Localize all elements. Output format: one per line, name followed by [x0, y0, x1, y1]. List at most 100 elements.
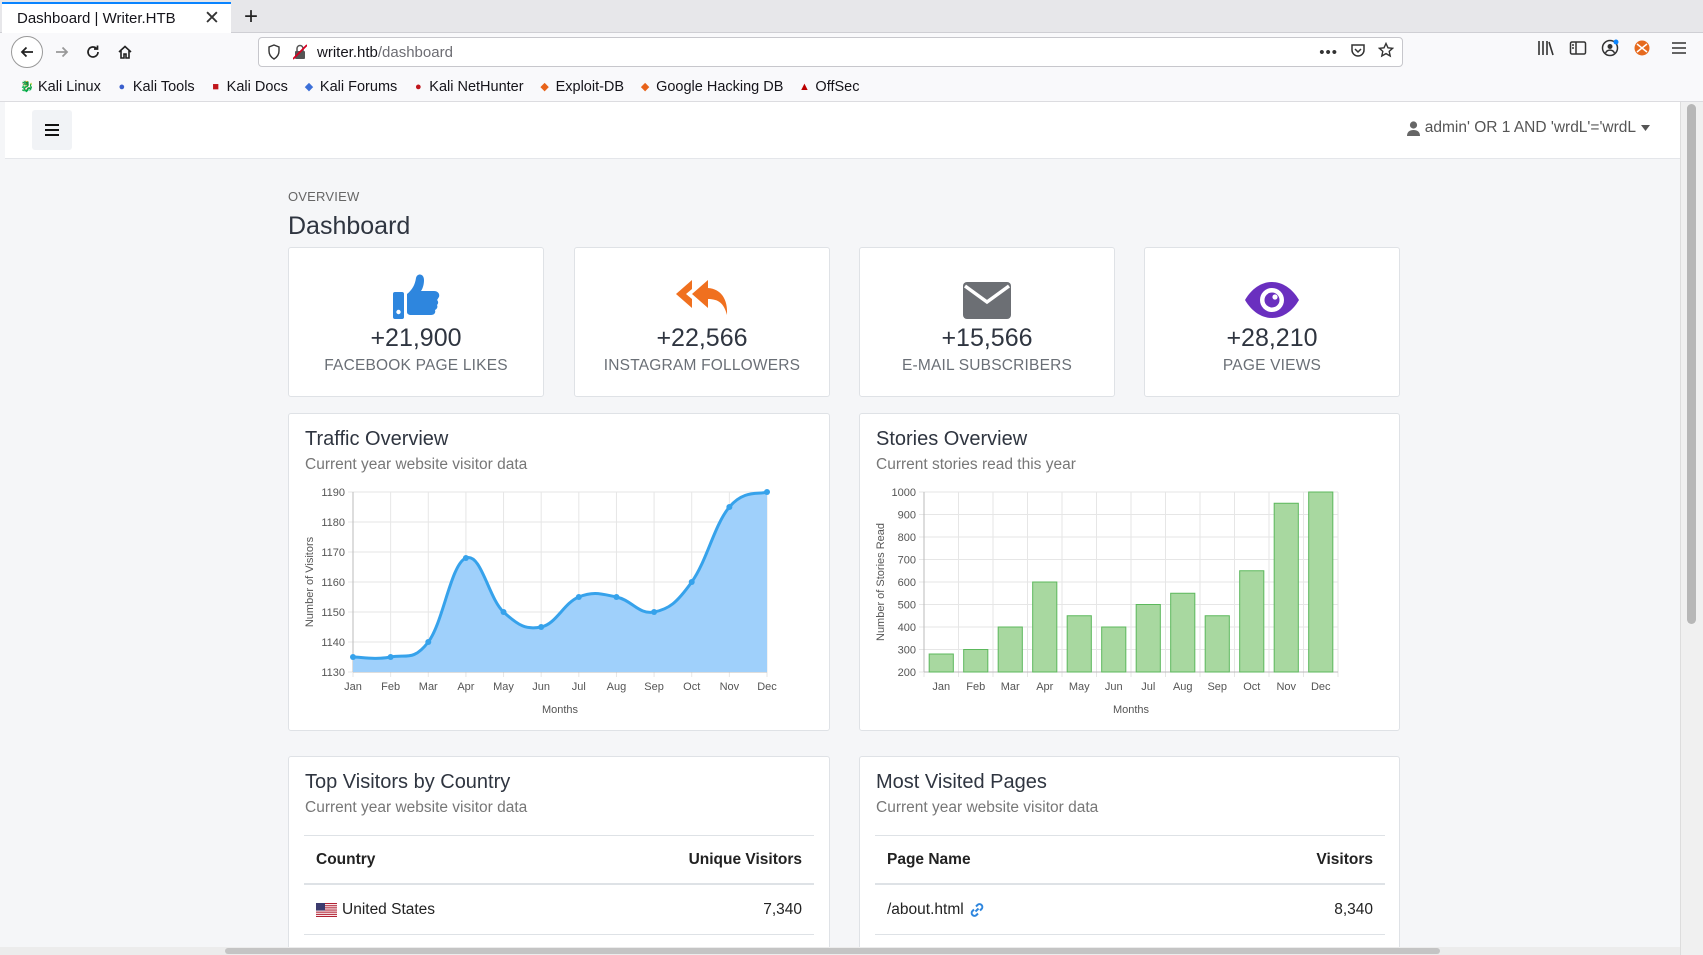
bookmark-kali-nethunter[interactable]: ● Kali NetHunter [411, 78, 524, 95]
envelope-icon [860, 262, 1114, 320]
stat-label: E-MAIL SUBSCRIBERS [901, 357, 1073, 374]
data-point [350, 654, 356, 660]
user-icon [1406, 120, 1420, 136]
back-button[interactable] [11, 36, 43, 68]
pocket-icon[interactable] [1350, 42, 1366, 62]
shield-icon[interactable] [267, 44, 289, 60]
x-tick-label: Dec [757, 681, 777, 693]
horizontal-scrollbar[interactable] [0, 947, 1680, 955]
bookmark-label: Kali Docs [226, 78, 288, 95]
new-tab-icon[interactable]: + [243, 3, 258, 30]
x-tick-label: Jun [1105, 681, 1123, 693]
reply-all-icon [575, 262, 829, 320]
bookmark-kali-docs[interactable]: ■ Kali Docs [209, 79, 288, 95]
bookmark-offsec[interactable]: ▲ OffSec [797, 78, 860, 95]
column-header-unique-visitors[interactable]: Unique Visitors [688, 850, 802, 868]
x-tick-label: Oct [683, 681, 700, 693]
data-point [500, 609, 507, 615]
stat-card-instagram: +22,566 INSTAGRAM FOLLOWERS [574, 247, 830, 397]
bookmark-label: Kali Linux [38, 78, 101, 95]
panel-title: Traffic Overview [305, 428, 449, 450]
data-point [387, 654, 394, 660]
user-name: admin' OR 1 AND 'wrdL'='wrdL [1424, 119, 1636, 136]
page-title: Dashboard [288, 212, 411, 240]
x-tick-label: Mar [1001, 681, 1020, 693]
bar [1273, 502, 1299, 673]
panel-subtitle: Current year website visitor data [305, 799, 528, 816]
extension-icon[interactable] [1633, 39, 1651, 62]
panel-subtitle: Current year website visitor data [305, 456, 528, 473]
y-tick-label: 1130 [321, 667, 345, 679]
y-tick-label: 1000 [892, 487, 916, 499]
page: admin' OR 1 AND 'wrdL'='wrdL OVERVIEW Da… [5, 102, 1680, 955]
column-header-visitors[interactable]: Visitors [1316, 850, 1373, 868]
browser-tab[interactable]: Dashboard | Writer.HTB ✕ [2, 2, 231, 33]
sidebar-icon[interactable] [1569, 40, 1587, 61]
url-host: writer.htb [317, 43, 378, 61]
bookmark-kali-forums[interactable]: ◆ Kali Forums [302, 78, 398, 95]
kali-dragon-icon: 🐉 [20, 81, 34, 93]
data-point [462, 555, 469, 561]
data-point [688, 579, 695, 585]
hamburger-menu-icon[interactable] [1671, 41, 1687, 60]
us-flag-icon [316, 902, 337, 917]
stat-value: +22,566 [656, 324, 748, 352]
bookmark-google-hacking-db[interactable]: ◆ Google Hacking DB [638, 79, 784, 95]
scrollbar-thumb[interactable] [225, 948, 1440, 954]
bookmark-kali-tools[interactable]: ● Kali Tools [115, 79, 195, 95]
column-header-country[interactable]: Country [316, 850, 376, 868]
bookmark-label: Kali NetHunter [429, 78, 524, 95]
stat-value: +15,566 [941, 324, 1033, 352]
bar [1170, 592, 1196, 673]
more-actions-icon[interactable]: ••• [1319, 43, 1338, 61]
close-icon[interactable]: ✕ [204, 8, 220, 29]
y-tick-label: 900 [898, 510, 916, 522]
hamburger-icon [45, 124, 59, 136]
y-tick-label: 400 [898, 622, 916, 634]
data-point [764, 489, 770, 495]
x-tick-label: Oct [1243, 681, 1260, 693]
data-point [538, 624, 545, 630]
panel-title: Most Visited Pages [876, 771, 1047, 793]
stat-label: PAGE VIEWS [1222, 357, 1322, 374]
sidebar-toggle-button[interactable] [32, 110, 72, 150]
library-icon[interactable] [1537, 40, 1555, 61]
scrollbar-thumb[interactable] [1687, 104, 1696, 624]
bookmark-label: Kali Forums [319, 78, 398, 95]
url-bar[interactable]: writer.htb/dashboard ••• [258, 37, 1403, 67]
bookmark-star-icon[interactable] [1377, 41, 1395, 62]
link-icon[interactable] [969, 902, 985, 918]
browser-navbar: writer.htb/dashboard ••• [0, 33, 1703, 72]
arrow-left-icon [20, 46, 33, 58]
bookmark-kali-linux[interactable]: 🐉 Kali Linux [20, 79, 101, 95]
account-icon[interactable] [1601, 39, 1619, 62]
x-axis-label: Months [1113, 704, 1150, 716]
offsec-icon: ▲ [798, 80, 810, 93]
caret-down-icon [1641, 125, 1650, 131]
column-header-page-name[interactable]: Page Name [887, 850, 971, 868]
forward-button[interactable] [46, 36, 78, 68]
stat-label: FACEBOOK PAGE LIKES [324, 357, 508, 374]
data-point [575, 594, 582, 600]
home-button[interactable] [109, 36, 141, 68]
y-axis-label: Number of Visitors [304, 536, 316, 627]
bookmark-exploit-db[interactable]: ◆ Exploit-DB [538, 79, 624, 95]
user-menu[interactable]: admin' OR 1 AND 'wrdL'='wrdL [1406, 119, 1650, 137]
table-row: /about.html 8,340 [875, 885, 1385, 935]
eye-icon [1145, 262, 1399, 320]
x-tick-label: Feb [381, 681, 400, 693]
country-visitors: 7,340 [763, 900, 802, 918]
y-tick-label: 1190 [321, 487, 345, 499]
x-tick-label: May [493, 681, 514, 693]
vertical-scrollbar[interactable] [1680, 102, 1703, 955]
reload-button[interactable] [77, 36, 109, 68]
insecure-lock-icon[interactable] [293, 44, 307, 60]
x-tick-label: Nov [720, 681, 740, 693]
stat-cards: +21,900 FACEBOOK PAGE LIKES +22,566 INST… [288, 247, 1400, 397]
arrow-right-icon [56, 46, 69, 58]
bar [1239, 570, 1265, 673]
x-tick-label: Apr [457, 681, 474, 693]
y-tick-label: 700 [898, 555, 916, 567]
dashboard-content: OVERVIEW Dashboard +21,900 FACEBOOK PAGE… [288, 189, 1400, 955]
bookmark-label: OffSec [815, 78, 860, 95]
